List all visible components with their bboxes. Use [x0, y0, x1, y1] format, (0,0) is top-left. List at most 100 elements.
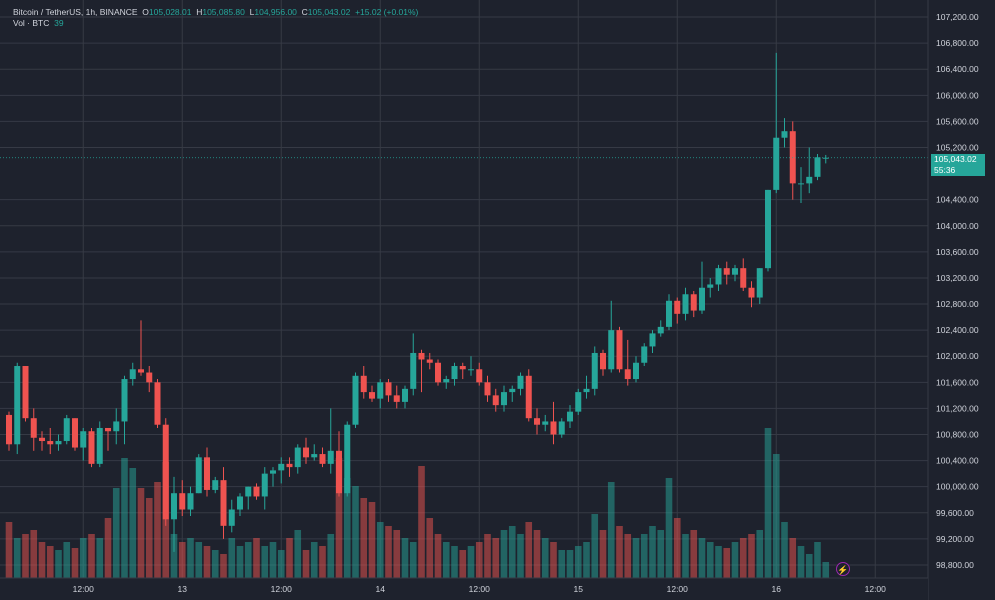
candle[interactable]: [468, 356, 474, 376]
lightning-icon[interactable]: ⚡: [836, 562, 850, 576]
candle[interactable]: [47, 427, 54, 455]
candle[interactable]: [608, 300, 615, 373]
candle[interactable]: [426, 352, 433, 370]
candle[interactable]: [542, 414, 549, 432]
candle[interactable]: [591, 346, 598, 396]
candle[interactable]: [492, 388, 499, 412]
candle[interactable]: [633, 356, 639, 383]
candle[interactable]: [781, 118, 788, 148]
candle[interactable]: [88, 427, 95, 468]
candle[interactable]: [451, 362, 458, 386]
candle[interactable]: [270, 467, 276, 487]
price-axis-panel[interactable]: [928, 0, 995, 600]
candlesticks[interactable]: [6, 52, 829, 552]
candle[interactable]: [6, 411, 12, 451]
candle[interactable]: [459, 362, 466, 380]
candle[interactable]: [558, 418, 565, 438]
candle[interactable]: [22, 366, 29, 422]
candle[interactable]: [583, 375, 590, 399]
candle[interactable]: [72, 418, 78, 451]
candle[interactable]: [245, 486, 252, 510]
candle[interactable]: [195, 454, 202, 494]
candle[interactable]: [575, 388, 582, 415]
candle[interactable]: [715, 264, 722, 291]
candle[interactable]: [162, 418, 169, 526]
candle[interactable]: [171, 476, 177, 552]
candle[interactable]: [690, 291, 697, 318]
candle[interactable]: [146, 366, 153, 393]
candle[interactable]: [641, 343, 648, 367]
candle[interactable]: [534, 408, 540, 435]
candle[interactable]: [220, 467, 227, 539]
candle[interactable]: [278, 457, 285, 484]
candle[interactable]: [286, 457, 293, 477]
candle[interactable]: [649, 330, 656, 353]
candle[interactable]: [39, 431, 45, 451]
candle[interactable]: [410, 333, 417, 396]
candle[interactable]: [96, 421, 103, 468]
candle[interactable]: [14, 362, 21, 455]
candle[interactable]: [616, 326, 623, 373]
candle[interactable]: [253, 483, 260, 500]
candle[interactable]: [121, 375, 128, 445]
candle[interactable]: [699, 261, 705, 314]
candle[interactable]: [138, 320, 144, 376]
candle[interactable]: [311, 444, 318, 461]
candle[interactable]: [435, 359, 441, 386]
candle[interactable]: [674, 297, 681, 324]
candle[interactable]: [789, 121, 796, 200]
candle[interactable]: [822, 154, 829, 164]
candle[interactable]: [327, 408, 334, 474]
candle[interactable]: [740, 258, 747, 291]
candle[interactable]: [344, 421, 351, 497]
candle[interactable]: [204, 447, 210, 497]
candle[interactable]: [105, 427, 111, 451]
candle[interactable]: [319, 447, 326, 468]
candle[interactable]: [476, 362, 483, 386]
candle[interactable]: [723, 261, 730, 285]
candle[interactable]: [336, 431, 342, 497]
candle[interactable]: [55, 434, 62, 451]
candle[interactable]: [567, 405, 573, 428]
candle[interactable]: [385, 379, 392, 402]
candle[interactable]: [63, 414, 70, 445]
candle[interactable]: [377, 379, 384, 409]
volume-label[interactable]: Vol · BTC: [13, 18, 50, 28]
candle[interactable]: [187, 486, 194, 517]
candle[interactable]: [501, 385, 507, 412]
candle[interactable]: [212, 476, 219, 494]
candle[interactable]: [550, 401, 557, 445]
candle[interactable]: [525, 369, 532, 422]
symbol-legend[interactable]: Bitcoin / TetherUS, 1h, BINANCE O105,028…: [13, 7, 418, 18]
candle[interactable]: [113, 408, 120, 445]
candle[interactable]: [732, 264, 738, 282]
candle[interactable]: [484, 375, 491, 402]
candle[interactable]: [30, 408, 37, 451]
candle[interactable]: [773, 52, 780, 194]
candle[interactable]: [756, 268, 763, 305]
candle[interactable]: [765, 189, 771, 272]
candle[interactable]: [237, 493, 243, 517]
candle[interactable]: [154, 379, 161, 428]
candle[interactable]: [624, 339, 631, 386]
candle[interactable]: [657, 320, 664, 337]
candle[interactable]: [814, 154, 821, 181]
candle[interactable]: [261, 467, 268, 510]
time-axis-panel[interactable]: [0, 578, 928, 600]
candle[interactable]: [393, 385, 400, 409]
candle[interactable]: [682, 287, 689, 321]
candle[interactable]: [806, 147, 813, 194]
candle[interactable]: [402, 385, 408, 409]
candle[interactable]: [418, 349, 425, 393]
candle[interactable]: [798, 167, 804, 203]
volume-legend[interactable]: Vol · BTC 39: [13, 18, 64, 29]
candle[interactable]: [509, 385, 516, 402]
candle[interactable]: [179, 480, 186, 517]
candle[interactable]: [294, 444, 301, 474]
symbol-name[interactable]: Bitcoin / TetherUS, 1h, BINANCE: [13, 7, 138, 17]
candle[interactable]: [517, 372, 524, 396]
candle[interactable]: [228, 499, 235, 533]
candle[interactable]: [369, 385, 375, 402]
